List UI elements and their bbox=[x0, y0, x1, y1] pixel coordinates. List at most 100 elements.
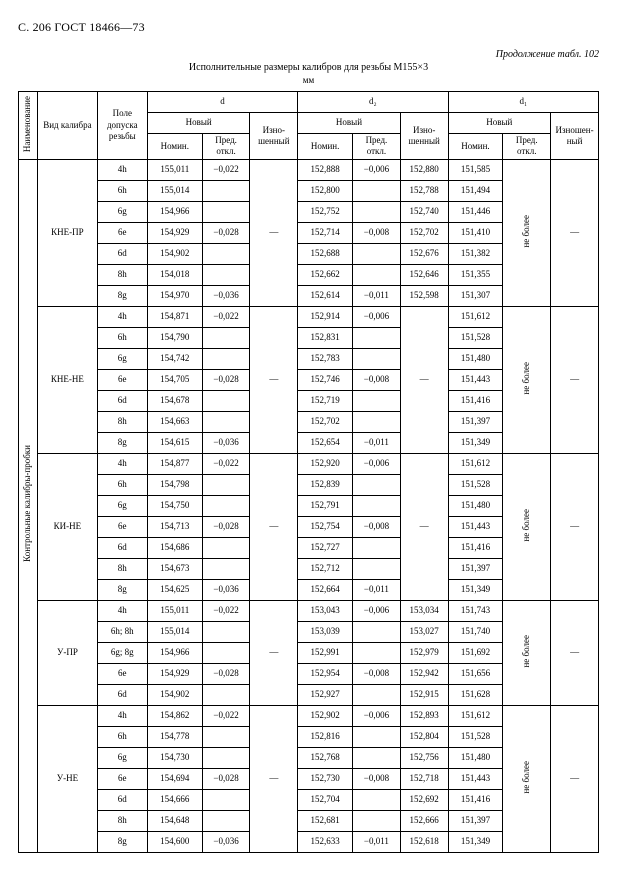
cell: — bbox=[400, 453, 448, 600]
cell: 152,902 bbox=[298, 705, 353, 726]
gauge-type: У-ПР bbox=[38, 600, 98, 705]
cell: 154,778 bbox=[147, 726, 202, 747]
cell: — bbox=[250, 600, 298, 705]
cell: −0,006 bbox=[353, 705, 401, 726]
hdr-nom: Номин. bbox=[147, 134, 202, 160]
cell bbox=[202, 621, 250, 642]
table-row: У-ПР4h155,011−0,022—153,043−0,006153,034… bbox=[19, 600, 599, 621]
cell: 154,929 bbox=[147, 222, 202, 243]
cell: −0,036 bbox=[202, 285, 250, 306]
cell: −0,006 bbox=[353, 600, 401, 621]
cell: 151,528 bbox=[448, 327, 503, 348]
cell: 152,880 bbox=[400, 159, 448, 180]
cell bbox=[202, 411, 250, 432]
cell bbox=[353, 243, 401, 264]
cell: 153,039 bbox=[298, 621, 353, 642]
hdr-field: Поле допуска резьбы bbox=[97, 92, 147, 160]
cell: 152,664 bbox=[298, 579, 353, 600]
cell: 155,014 bbox=[147, 621, 202, 642]
cell: 152,688 bbox=[298, 243, 353, 264]
hdr-worn: Изно-шенный bbox=[250, 113, 298, 160]
cell: 151,355 bbox=[448, 264, 503, 285]
cell bbox=[353, 495, 401, 516]
cell bbox=[353, 747, 401, 768]
cell: 6e bbox=[97, 222, 147, 243]
cell: 151,528 bbox=[448, 726, 503, 747]
cell: −0,028 bbox=[202, 663, 250, 684]
cell: 151,397 bbox=[448, 558, 503, 579]
cell: 152,915 bbox=[400, 684, 448, 705]
cell: 154,673 bbox=[147, 558, 202, 579]
cell: 154,686 bbox=[147, 537, 202, 558]
cell: −0,011 bbox=[353, 831, 401, 852]
cell: 154,871 bbox=[147, 306, 202, 327]
ne-bolee: не более bbox=[503, 159, 551, 306]
cell: 154,966 bbox=[147, 642, 202, 663]
gauge-type: У-НЕ bbox=[38, 705, 98, 852]
cell: — bbox=[250, 306, 298, 453]
cell: 154,862 bbox=[147, 705, 202, 726]
cell: — bbox=[250, 453, 298, 600]
cell: 154,750 bbox=[147, 495, 202, 516]
cell: 152,920 bbox=[298, 453, 353, 474]
cell: 6g bbox=[97, 747, 147, 768]
cell bbox=[202, 348, 250, 369]
cell bbox=[353, 789, 401, 810]
cell: 153,034 bbox=[400, 600, 448, 621]
cell: 152,633 bbox=[298, 831, 353, 852]
cell: 154,902 bbox=[147, 684, 202, 705]
gauge-type: КНЕ-ПР bbox=[38, 159, 98, 306]
cell: 152,754 bbox=[298, 516, 353, 537]
cell bbox=[202, 558, 250, 579]
cell: 154,694 bbox=[147, 768, 202, 789]
cell: 152,676 bbox=[400, 243, 448, 264]
table-row: Контрольные калибры-пробкиКНЕ-ПР4h155,01… bbox=[19, 159, 599, 180]
cell: −0,022 bbox=[202, 453, 250, 474]
hdr-dev: Пред. откл. bbox=[353, 134, 401, 160]
cell: 8g bbox=[97, 831, 147, 852]
cell bbox=[353, 726, 401, 747]
cell: — bbox=[250, 159, 298, 306]
cell bbox=[202, 789, 250, 810]
cell: 152,783 bbox=[298, 348, 353, 369]
cell: −0,006 bbox=[353, 306, 401, 327]
cell: 152,804 bbox=[400, 726, 448, 747]
cell: 6g bbox=[97, 348, 147, 369]
hdr-nom: Номин. bbox=[298, 134, 353, 160]
cell: 152,692 bbox=[400, 789, 448, 810]
cell: — bbox=[551, 306, 599, 453]
cell: −0,028 bbox=[202, 222, 250, 243]
cell: — bbox=[551, 600, 599, 705]
cell: 154,877 bbox=[147, 453, 202, 474]
cell bbox=[202, 201, 250, 222]
cell: 6d bbox=[97, 243, 147, 264]
cell: −0,008 bbox=[353, 663, 401, 684]
cell bbox=[202, 684, 250, 705]
cell: 151,349 bbox=[448, 831, 503, 852]
table-caption: Исполнительные размеры калибров для резь… bbox=[18, 62, 599, 73]
cell: 155,014 bbox=[147, 180, 202, 201]
cell: 152,800 bbox=[298, 180, 353, 201]
cell: 154,970 bbox=[147, 285, 202, 306]
ne-bolee: не более bbox=[503, 705, 551, 852]
cell: 151,416 bbox=[448, 789, 503, 810]
cell bbox=[353, 348, 401, 369]
hdr-d: d bbox=[147, 92, 297, 113]
cell bbox=[202, 537, 250, 558]
cell: 6h bbox=[97, 180, 147, 201]
cell: 151,612 bbox=[448, 306, 503, 327]
cell: −0,022 bbox=[202, 306, 250, 327]
cell: 4h bbox=[97, 705, 147, 726]
cell: 151,528 bbox=[448, 474, 503, 495]
cell bbox=[202, 474, 250, 495]
cell bbox=[202, 642, 250, 663]
ne-bolee: не более bbox=[503, 600, 551, 705]
ne-bolee: не более bbox=[503, 306, 551, 453]
cell: 154,018 bbox=[147, 264, 202, 285]
table-row: КИ-НЕ4h154,877−0,022—152,920−0,006—151,6… bbox=[19, 453, 599, 474]
cell: 152,788 bbox=[400, 180, 448, 201]
cell: 151,397 bbox=[448, 411, 503, 432]
table-body: Контрольные калибры-пробкиКНЕ-ПР4h155,01… bbox=[19, 159, 599, 852]
cell: 4h bbox=[97, 159, 147, 180]
cell: 151,443 bbox=[448, 516, 503, 537]
